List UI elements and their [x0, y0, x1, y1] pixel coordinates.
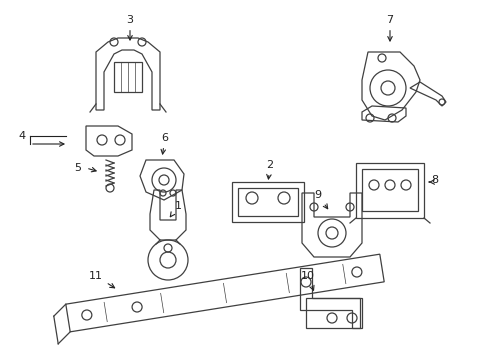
Text: 1: 1	[170, 201, 181, 217]
Text: 3: 3	[126, 15, 133, 40]
Text: 2: 2	[266, 160, 273, 179]
Text: 7: 7	[386, 15, 393, 41]
Bar	[361, 169, 417, 211]
Text: 8: 8	[430, 175, 438, 185]
Text: 9: 9	[314, 190, 327, 209]
Bar	[305, 298, 359, 328]
Text: 4: 4	[19, 131, 25, 141]
Text: 6: 6	[161, 133, 168, 154]
Bar	[231, 182, 304, 222]
Bar	[114, 62, 142, 92]
Text: 10: 10	[301, 271, 314, 290]
Text: 11: 11	[89, 271, 114, 288]
Bar	[238, 188, 297, 216]
Bar	[355, 163, 423, 218]
Text: 5: 5	[74, 163, 81, 173]
